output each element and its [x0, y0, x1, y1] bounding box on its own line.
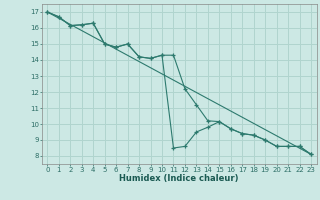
X-axis label: Humidex (Indice chaleur): Humidex (Indice chaleur) [119, 174, 239, 183]
